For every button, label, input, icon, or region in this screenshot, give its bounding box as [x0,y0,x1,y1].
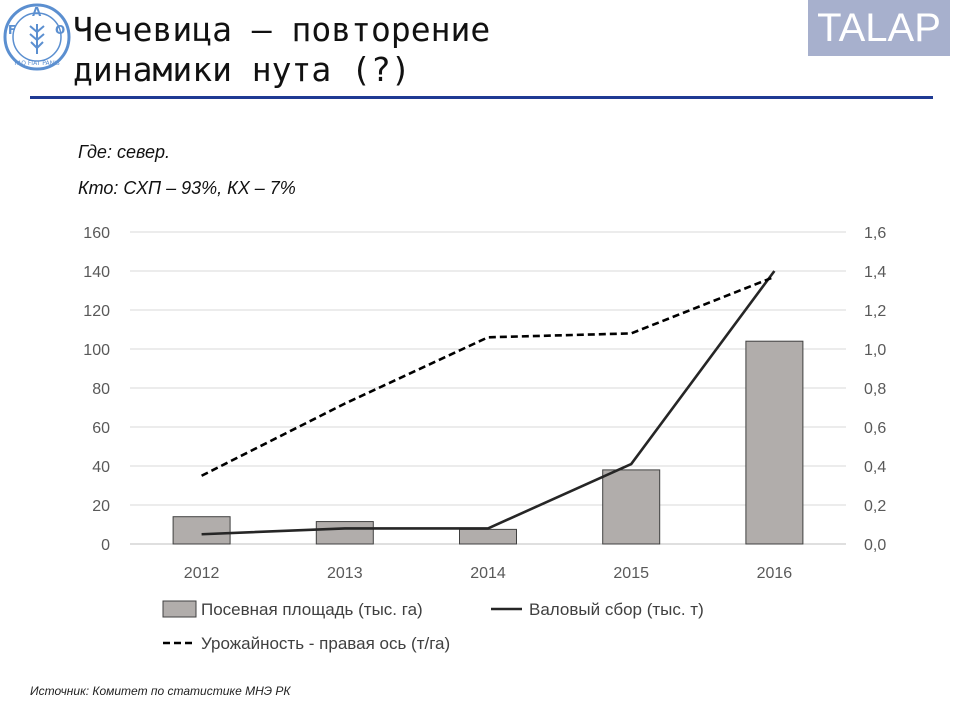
legend-label-sown-area: Посевная площадь (тыс. га) [201,600,423,619]
bar-series-area [172,340,804,545]
right-axis-tick-label: 1,4 [864,264,886,281]
left-axis-tick-label: 80 [92,381,110,398]
legend-label-harvest: Валовый сбор (тыс. т) [529,600,704,619]
right-axis-tick-label: 0,8 [864,381,886,398]
x-axis-labels: 2012 2013 2014 2015 2016 [184,565,792,582]
chart-legend: Посевная площадь (тыс. га) Валовый сбор (… [162,600,704,653]
right-axis-tick-label: 1,6 [864,225,886,242]
bar-sown-area [459,528,517,545]
svg-text:A: A [32,5,42,19]
fao-logo-icon: F A O FAO FIAT PANIS [3,3,71,71]
left-axis-tick-label: 60 [92,420,110,437]
right-axis-tick-label: 1,0 [864,342,886,359]
right-axis-tick-label: 0,4 [864,459,886,476]
left-axis-tick-label: 0 [101,537,110,554]
line-series-area [201,270,776,536]
x-axis-tick-label: 2014 [470,565,506,582]
right-axis-tick-label: 0,2 [864,498,886,515]
bar-sown-area [602,469,661,545]
left-axis-tick-label: 40 [92,459,110,476]
right-axis-tick-label: 1,2 [864,303,886,320]
line-series-yield [201,275,775,477]
brand-badge: TALAP [808,0,950,56]
legend-label-yield: Урожайность - правая ось (т/га) [201,634,450,653]
right-axis-tick-label: 0,6 [864,420,886,437]
source-note: Источник: Комитет по статистике МНЭ РК [30,684,291,698]
right-axis-labels: 0,0 0,2 0,4 0,6 0,8 1,0 1,2 1,4 1,6 [864,225,886,554]
page-title: Чечевица – повторение динамики нута (?) [73,10,491,89]
note-where: Где: север. [78,142,170,162]
right-axis-tick-label: 0,0 [864,537,886,554]
title-divider [30,96,933,99]
left-axis-tick-label: 160 [83,225,110,242]
svg-text:F: F [8,23,16,37]
left-axis-tick-label: 100 [83,342,110,359]
x-axis-tick-label: 2016 [757,565,793,582]
left-axis-tick-label: 120 [83,303,110,320]
x-axis-tick-label: 2013 [327,565,363,582]
left-axis-labels: 0 20 40 60 80 100 120 140 160 [83,225,110,554]
svg-text:FAO FIAT PANIS: FAO FIAT PANIS [14,60,60,67]
bar-sown-area [745,340,804,545]
chart-gridlines [130,231,846,545]
x-axis-tick-label: 2015 [613,565,649,582]
left-axis-tick-label: 20 [92,498,110,515]
line-series-harvest [201,270,776,536]
note-who: Кто: СХП – 93%, КХ – 7% [78,178,296,198]
bar-sown-area [172,516,231,545]
legend-swatch-sown-area [162,600,197,618]
bar-sown-area [315,521,374,545]
left-axis-tick-label: 140 [83,264,110,281]
x-axis-tick-label: 2012 [184,565,220,582]
svg-text:O: O [55,23,65,37]
